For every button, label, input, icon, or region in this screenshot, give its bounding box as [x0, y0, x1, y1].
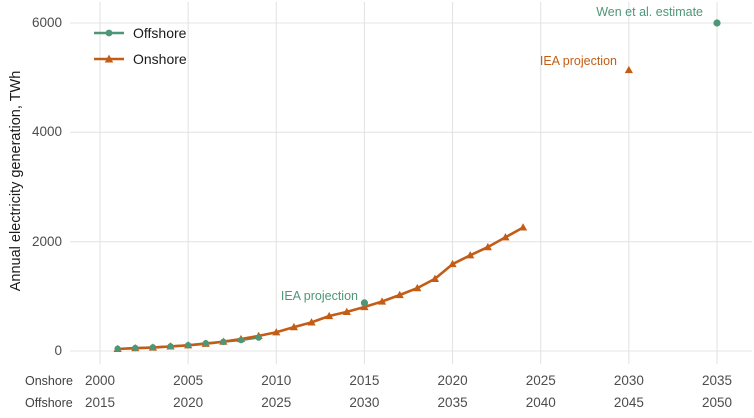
onshore-point [413, 283, 422, 292]
offshore-point [114, 345, 121, 352]
onshore-point [307, 318, 316, 326]
offshore-point [149, 344, 157, 351]
projection-point [713, 19, 721, 27]
offshore-point [184, 341, 192, 349]
offshore-point [255, 334, 262, 341]
annotation-offshore-iea-projection: IEA projection [280, 289, 358, 303]
y-tick-label: 0 [54, 343, 62, 358]
onshore-point [501, 233, 510, 241]
x-tick-label-offshore: 2050 [701, 395, 733, 410]
x-tick-label-onshore: 2005 [173, 373, 204, 388]
legend-item-offshore: Offshore [94, 20, 187, 46]
x-tick-label-onshore: 2035 [701, 373, 733, 388]
x-axis-row-label-offshore: Offshore [25, 396, 73, 410]
onshore-point [483, 242, 492, 251]
legend-item-onshore: Onshore [94, 46, 187, 72]
onshore-point [466, 251, 475, 259]
x-tick-label-onshore: 2010 [261, 373, 292, 388]
x-tick-label-offshore: 2015 [84, 395, 116, 410]
x-tick-label-offshore: 2030 [349, 395, 380, 410]
onshore-point [325, 311, 334, 320]
offshore-line-dot-icon [94, 29, 124, 37]
y-tick-label: 2000 [31, 233, 62, 249]
y-axis-title: Annual electricity generation, TWh [8, 70, 24, 292]
onshore-point [518, 223, 528, 231]
legend: Offshore Onshore [94, 20, 187, 72]
y-tick-label: 4000 [31, 124, 62, 140]
x-tick-label-offshore: 2025 [261, 395, 292, 410]
offshore-point [237, 336, 245, 344]
onshore-point [395, 290, 404, 299]
onshore-point [377, 297, 387, 305]
projection-point [624, 65, 633, 74]
x-tick-label-onshore: 2020 [437, 373, 468, 388]
offshore-point [167, 343, 174, 350]
x-tick-label-offshore: 2040 [525, 395, 556, 410]
offshore-point [202, 340, 209, 347]
legend-label-offshore: Offshore [133, 25, 187, 41]
x-tick-label-onshore: 2030 [613, 373, 644, 388]
projection-point [360, 299, 369, 307]
annotation-onshore-iea-projection: IEA projection [539, 54, 617, 68]
x-tick-label-offshore: 2035 [437, 395, 468, 410]
onshore-point [289, 322, 299, 331]
x-axis-row-label-onshore: Onshore [25, 374, 73, 388]
annotation-wen-estimate: Wen et al. estimate [596, 5, 703, 19]
onshore-point [342, 307, 351, 316]
x-tick-label-offshore: 2045 [613, 395, 644, 410]
onshore-line-triangle-icon [94, 54, 124, 63]
x-tick-label-onshore: 2000 [84, 373, 116, 388]
x-tick-label-offshore: 2020 [173, 395, 204, 410]
offshore-point [132, 344, 139, 352]
x-tick-label-onshore: 2025 [525, 373, 556, 388]
onshore-point [272, 328, 281, 336]
offshore-point [220, 338, 227, 346]
y-tick-label: 6000 [31, 15, 62, 30]
x-tick-label-onshore: 2015 [349, 373, 380, 388]
onshore-point [430, 274, 440, 282]
onshore-point [448, 259, 457, 268]
legend-label-onshore: Onshore [133, 51, 187, 67]
